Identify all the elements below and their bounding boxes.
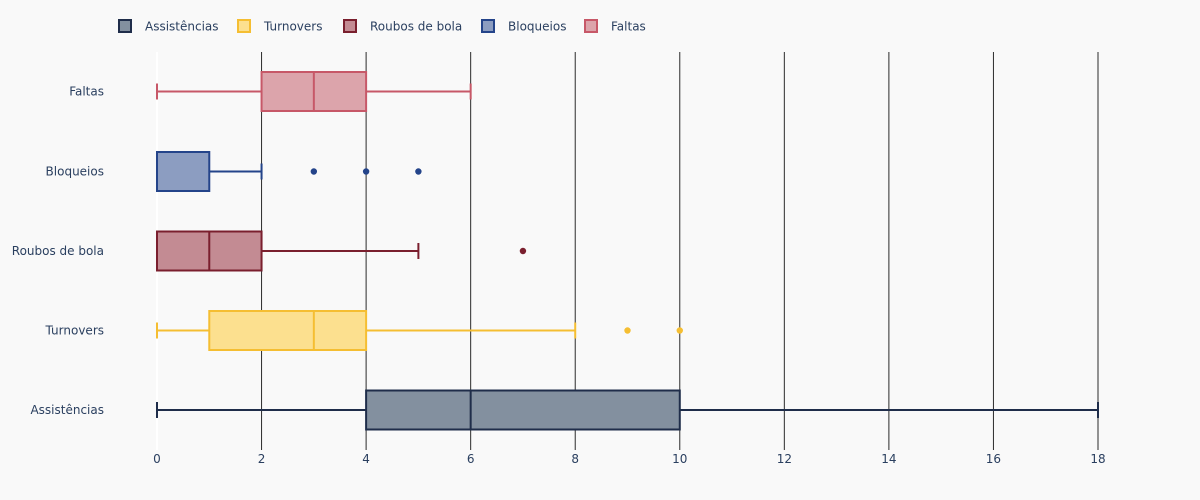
y-category-label: Faltas [69,85,104,99]
outlier-point [415,168,422,175]
legend-label: Turnovers [263,20,322,34]
box-iqr [365,389,681,431]
box-bloqueios [156,151,422,192]
legend-label: Bloqueios [508,20,566,34]
x-tick-label: 4 [362,452,370,466]
x-tick-label: 10 [672,452,687,466]
legend-label: Faltas [611,20,646,34]
y-category-label: Bloqueios [46,165,104,179]
legend-swatch [481,19,495,33]
legend-swatch [343,19,357,33]
box-turnovers [156,310,683,351]
x-tick-label: 12 [777,452,792,466]
legend-label: Assistências [145,20,219,34]
outlier-point [519,247,527,255]
legend-item-turnovers[interactable]: Turnovers [237,19,322,34]
x-tick-label: 2 [258,452,266,466]
legend-item-bloqueios[interactable]: Bloqueios [481,19,566,34]
x-tick-label: 16 [986,452,1001,466]
box-iqr [208,310,368,351]
legend-item-roubos-de-bola[interactable]: Roubos de bola [343,19,462,34]
y-category-label: Roubos de bola [12,244,104,258]
x-tick-label: 14 [881,452,896,466]
legend-item-faltas[interactable]: Faltas [584,19,646,34]
legend-swatch [584,19,598,33]
box-series [156,71,1099,431]
y-axis: Assistências Turnovers Roubos de bola Bloqu… [12,85,104,418]
x-axis: 0 2 4 6 8 10 12 14 16 18 [153,452,1105,466]
y-category-label: Turnovers [45,324,104,338]
legend[interactable]: Assistências Turnovers Roubos de bola Bloqu… [118,19,646,34]
x-tick-label: 8 [571,452,579,466]
box-iqr [156,151,211,192]
box-faltas [156,71,472,112]
outlier-point [310,168,318,175]
x-tick-label: 18 [1090,452,1105,466]
outlier-point [362,168,370,175]
legend-item-assistencias[interactable]: Assistências [118,19,219,34]
box-roubos-de-bola [156,230,527,272]
x-tick-label: 0 [153,452,161,466]
box-assistencias [156,389,1099,431]
legend-swatch [118,19,132,33]
outlier-point [676,327,683,334]
legend-label: Roubos de bola [370,20,462,34]
y-category-label: Assistências [30,403,104,417]
legend-swatch [237,19,251,33]
outlier-point [624,327,631,334]
x-tick-label: 6 [467,452,475,466]
grid-lines [156,52,1099,450]
